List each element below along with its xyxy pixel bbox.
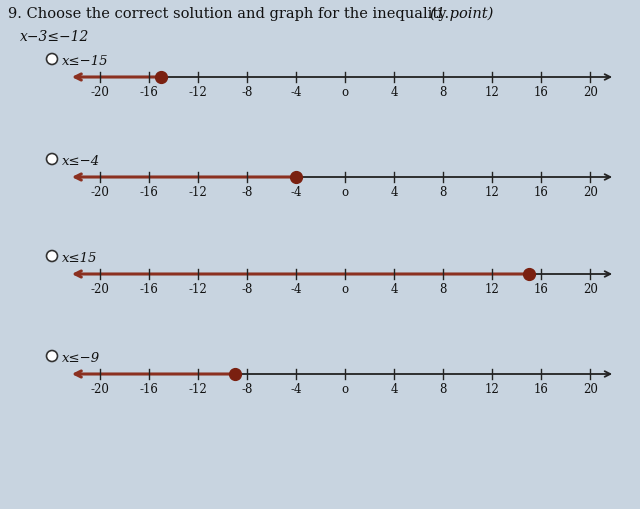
Text: x≤−4: x≤−4 [62,155,100,167]
Text: 9. Choose the correct solution and graph for the inequality.: 9. Choose the correct solution and graph… [8,7,449,21]
Circle shape [47,351,58,362]
Text: -4: -4 [290,186,301,199]
Circle shape [47,154,58,165]
Text: 20: 20 [583,186,598,199]
Text: 20: 20 [583,86,598,99]
Text: 12: 12 [485,186,500,199]
Text: 16: 16 [534,382,549,395]
Text: -16: -16 [139,382,158,395]
Text: 8: 8 [440,382,447,395]
Text: -8: -8 [241,186,253,199]
Text: 4: 4 [390,282,398,295]
Text: 8: 8 [440,186,447,199]
Text: -4: -4 [290,382,301,395]
Text: -20: -20 [90,86,109,99]
Text: -20: -20 [90,186,109,199]
Text: -16: -16 [139,86,158,99]
Text: 16: 16 [534,186,549,199]
Text: x≤15: x≤15 [62,251,97,265]
Text: -8: -8 [241,382,253,395]
Text: o: o [341,382,349,395]
Text: x≤−9: x≤−9 [62,351,100,364]
Text: 16: 16 [534,282,549,295]
Text: o: o [341,282,349,295]
Text: 8: 8 [440,282,447,295]
Text: 16: 16 [534,86,549,99]
Text: -12: -12 [188,282,207,295]
Text: 4: 4 [390,382,398,395]
Text: -4: -4 [290,86,301,99]
Text: 12: 12 [485,382,500,395]
Text: x≤−15: x≤−15 [62,55,109,68]
Text: -12: -12 [188,186,207,199]
Text: -4: -4 [290,282,301,295]
Text: 12: 12 [485,282,500,295]
Text: -12: -12 [188,86,207,99]
Text: (1 point): (1 point) [430,7,493,21]
Text: x−3≤−12: x−3≤−12 [20,30,90,44]
Text: o: o [341,186,349,199]
Text: 20: 20 [583,282,598,295]
Text: 20: 20 [583,382,598,395]
Text: -8: -8 [241,282,253,295]
Text: 12: 12 [485,86,500,99]
Text: o: o [341,86,349,99]
Text: -16: -16 [139,282,158,295]
Circle shape [47,251,58,262]
Text: -20: -20 [90,382,109,395]
Text: -16: -16 [139,186,158,199]
Circle shape [47,54,58,65]
Text: -8: -8 [241,86,253,99]
Text: 4: 4 [390,186,398,199]
Text: 4: 4 [390,86,398,99]
Text: -20: -20 [90,282,109,295]
Text: -12: -12 [188,382,207,395]
Text: 8: 8 [440,86,447,99]
